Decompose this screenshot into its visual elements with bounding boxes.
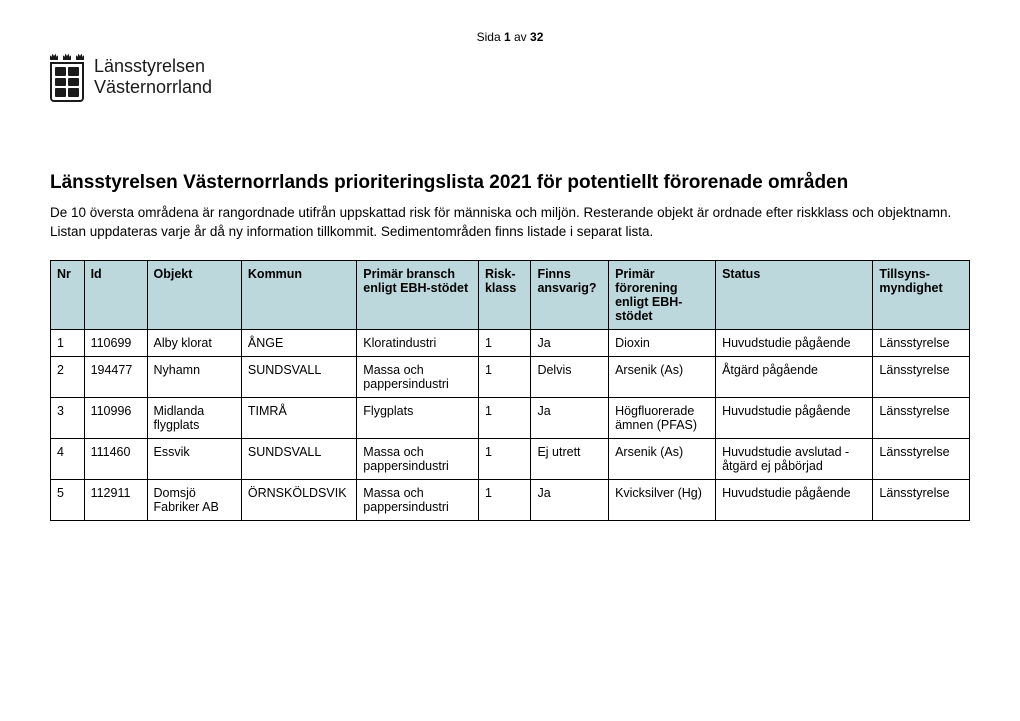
priority-table: Nr Id Objekt Kommun Primär bransch enlig… (50, 260, 970, 521)
col-ansvarig: Finns ansvarig? (531, 260, 609, 329)
cell-fororening: Arsenik (As) (609, 356, 716, 397)
cell-risk: 1 (478, 329, 530, 356)
col-fororening: Primär förorening enligt EBH-stödet (609, 260, 716, 329)
cell-id: 110699 (84, 329, 147, 356)
cell-status: Åtgärd pågående (716, 356, 873, 397)
cell-kommun: ÅNGE (241, 329, 356, 356)
cell-ansvarig: Ja (531, 479, 609, 520)
cell-objekt: Essvik (147, 438, 241, 479)
cell-nr: 4 (51, 438, 85, 479)
col-id: Id (84, 260, 147, 329)
page-title: Länsstyrelsen Västernorrlands prioriteri… (50, 172, 970, 194)
page-number-sep: av (511, 30, 530, 44)
cell-id: 194477 (84, 356, 147, 397)
cell-bransch: Flygplats (357, 397, 479, 438)
cell-bransch: Massa och pappersindustri (357, 479, 479, 520)
cell-tillsyn: Länsstyrelse (873, 438, 970, 479)
cell-objekt: Nyhamn (147, 356, 241, 397)
cell-kommun: SUNDSVALL (241, 438, 356, 479)
cell-ansvarig: Ja (531, 397, 609, 438)
cell-risk: 1 (478, 356, 530, 397)
cell-nr: 5 (51, 479, 85, 520)
cell-objekt: Alby klorat (147, 329, 241, 356)
logo-line1: Länsstyrelsen (94, 56, 212, 77)
logo-line2: Västernorrland (94, 77, 212, 98)
cell-kommun: TIMRÅ (241, 397, 356, 438)
cell-nr: 3 (51, 397, 85, 438)
table-row: 1110699Alby kloratÅNGEKloratindustri1JaD… (51, 329, 970, 356)
cell-bransch: Massa och pappersindustri (357, 438, 479, 479)
logo-block: Länsstyrelsen Västernorrland (50, 52, 970, 102)
cell-fororening: Högfluorerade ämnen (PFAS) (609, 397, 716, 438)
cell-fororening: Dioxin (609, 329, 716, 356)
col-nr: Nr (51, 260, 85, 329)
col-status: Status (716, 260, 873, 329)
cell-nr: 2 (51, 356, 85, 397)
cell-id: 112911 (84, 479, 147, 520)
table-row: 5112911Domsjö Fabriker ABÖRNSKÖLDSVIKMas… (51, 479, 970, 520)
cell-ansvarig: Ej utrett (531, 438, 609, 479)
cell-objekt: Midlanda flygplats (147, 397, 241, 438)
cell-status: Huvudstudie avslutad - åtgärd ej påbörja… (716, 438, 873, 479)
cell-risk: 1 (478, 438, 530, 479)
page-number: Sida 1 av 32 (50, 30, 970, 44)
cell-status: Huvudstudie pågående (716, 479, 873, 520)
cell-objekt: Domsjö Fabriker AB (147, 479, 241, 520)
cell-risk: 1 (478, 397, 530, 438)
page-number-prefix: Sida (477, 30, 504, 44)
intro-paragraph: De 10 översta områdena är rangordnade ut… (50, 204, 970, 242)
table-row: 3110996Midlanda flygplatsTIMRÅFlygplats1… (51, 397, 970, 438)
cell-bransch: Massa och pappersindustri (357, 356, 479, 397)
cell-fororening: Arsenik (As) (609, 438, 716, 479)
cell-id: 111460 (84, 438, 147, 479)
cell-status: Huvudstudie pågående (716, 397, 873, 438)
page-number-total: 32 (530, 30, 543, 44)
crest-icon (50, 52, 84, 102)
col-riskklass: Risk-klass (478, 260, 530, 329)
col-tillsyn: Tillsyns-myndighet (873, 260, 970, 329)
page-number-current: 1 (504, 30, 511, 44)
cell-tillsyn: Länsstyrelse (873, 356, 970, 397)
cell-bransch: Kloratindustri (357, 329, 479, 356)
cell-tillsyn: Länsstyrelse (873, 329, 970, 356)
col-objekt: Objekt (147, 260, 241, 329)
logo-text: Länsstyrelsen Västernorrland (94, 56, 212, 97)
cell-kommun: ÖRNSKÖLDSVIK (241, 479, 356, 520)
cell-fororening: Kvicksilver (Hg) (609, 479, 716, 520)
cell-id: 110996 (84, 397, 147, 438)
document-page: Sida 1 av 32 Länsstyrelsen Västernorrlan… (0, 0, 1020, 561)
cell-ansvarig: Ja (531, 329, 609, 356)
table-header-row: Nr Id Objekt Kommun Primär bransch enlig… (51, 260, 970, 329)
table-body: 1110699Alby kloratÅNGEKloratindustri1JaD… (51, 329, 970, 520)
col-kommun: Kommun (241, 260, 356, 329)
cell-tillsyn: Länsstyrelse (873, 479, 970, 520)
table-row: 2194477NyhamnSUNDSVALLMassa och pappersi… (51, 356, 970, 397)
cell-tillsyn: Länsstyrelse (873, 397, 970, 438)
cell-status: Huvudstudie pågående (716, 329, 873, 356)
cell-ansvarig: Delvis (531, 356, 609, 397)
table-row: 4111460EssvikSUNDSVALLMassa och pappersi… (51, 438, 970, 479)
cell-kommun: SUNDSVALL (241, 356, 356, 397)
col-bransch: Primär bransch enligt EBH-stödet (357, 260, 479, 329)
cell-risk: 1 (478, 479, 530, 520)
cell-nr: 1 (51, 329, 85, 356)
